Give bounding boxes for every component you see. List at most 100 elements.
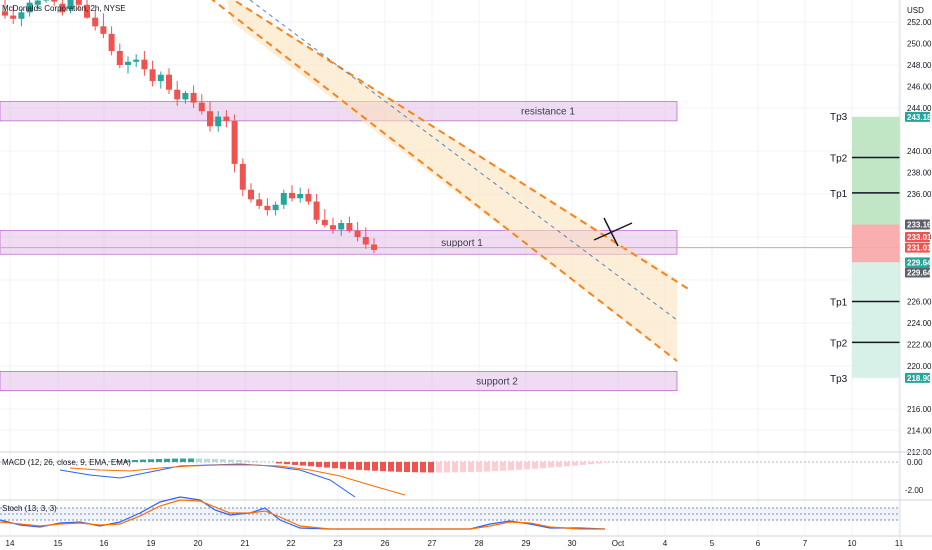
macd-bar (580, 462, 586, 465)
macd-bar (572, 462, 578, 466)
macd-bar (196, 458, 202, 462)
price-badge-text: 233.16 (907, 221, 932, 230)
macd-bar (452, 462, 458, 473)
candle-body (346, 223, 353, 231)
candle-body (108, 33, 115, 52)
macd-bar (204, 458, 210, 462)
price-badge (905, 267, 930, 278)
macd-bar (116, 460, 122, 462)
currency-label: USD (907, 6, 924, 15)
candle-body (125, 61, 131, 65)
macd-bar (468, 462, 474, 473)
zone-1 (0, 230, 678, 255)
price-badge (905, 372, 930, 383)
macd-bar (484, 462, 490, 472)
candle-body (256, 199, 263, 206)
macd-bar (164, 458, 170, 462)
macd-bar (492, 462, 498, 472)
time-tick: 6 (756, 539, 761, 548)
candle-body (354, 230, 361, 237)
candle-body (190, 92, 197, 103)
price-tick: 214.00 (907, 427, 932, 436)
tp-lower-label: Tp1 (830, 298, 848, 309)
stoch-label[interactable]: Stoch (13, 3, 3) (2, 504, 57, 513)
macd-bar (420, 462, 426, 473)
macd-signal-line (69, 464, 406, 496)
macd-bar (276, 462, 282, 464)
time-tick: 29 (522, 539, 531, 548)
candle-body (338, 223, 345, 230)
macd-bar (388, 462, 394, 472)
macd-bar (212, 458, 218, 462)
tp-upper-label: Tp1 (830, 189, 848, 200)
time-tick: 14 (6, 539, 15, 548)
price-tick: 224.00 (907, 319, 932, 328)
macd-bar (292, 462, 298, 465)
candle-body (133, 59, 140, 62)
price-tick: 226.00 (907, 298, 932, 307)
candle-body (100, 26, 107, 34)
candle-body (116, 51, 123, 65)
candle-body (362, 237, 369, 245)
time-tick: 21 (241, 539, 250, 548)
time-tick: 26 (381, 539, 390, 548)
candle-body (280, 192, 287, 205)
candle-body (149, 69, 156, 82)
channel-bottom-line (211, 0, 678, 362)
macd-tick-0: 0.00 (907, 458, 923, 467)
candle-body (264, 205, 271, 211)
time-tick: 22 (287, 539, 296, 548)
time-tick: 16 (100, 539, 109, 548)
macd-bar (124, 460, 130, 462)
candle-body (313, 201, 320, 220)
candle-body (215, 116, 222, 127)
macd-bar (404, 462, 410, 473)
macd-bar (508, 462, 514, 471)
macd-label[interactable]: MACD (12, 26, close, 9, EMA, EMA) (2, 458, 131, 467)
time-tick: 27 (428, 539, 437, 548)
tp-lower-label: Tp2 (830, 338, 848, 349)
time-tick: 20 (194, 539, 203, 548)
time-tick: Oct (612, 539, 625, 548)
macd-bar (220, 459, 226, 462)
time-tick: 28 (475, 539, 484, 548)
grid (0, 0, 900, 536)
price-badge-text: 231.01 (907, 244, 932, 253)
candle-body (174, 89, 181, 100)
candle-body (321, 219, 328, 226)
macd-bar (132, 460, 138, 462)
stop-box (852, 224, 900, 263)
zone-2 (0, 371, 678, 392)
candle-body (34, 0, 41, 5)
time-tick: 5 (710, 539, 715, 548)
macd-bar (244, 460, 250, 462)
candle-body (18, 12, 25, 19)
channel-top-line (232, 0, 691, 291)
position-boxes (852, 116, 900, 378)
price-tick: 238.00 (907, 169, 932, 178)
candle-body (231, 120, 238, 164)
macd-bar (500, 462, 506, 471)
macd-bar (364, 462, 370, 471)
macd-bar (228, 459, 234, 462)
macd-bar (460, 462, 466, 473)
macd-histogram (108, 458, 610, 473)
price-badge (905, 111, 930, 122)
macd-bar (308, 462, 314, 467)
candle-body (198, 102, 205, 112)
candle-body (289, 192, 295, 199)
macd-bar (188, 458, 194, 462)
candle-body (207, 111, 213, 127)
macd-bar (140, 459, 146, 462)
price-tick: 236.00 (907, 190, 932, 199)
macd-bar (596, 462, 602, 464)
macd-bar (156, 458, 162, 462)
stoch-pane (0, 496, 932, 530)
macd-tick-1: -2.00 (905, 486, 924, 495)
channel-fill (227, 0, 677, 361)
candle-body (157, 74, 164, 82)
profit-box-upper (852, 116, 900, 225)
price-badge-text: 229.64 (907, 268, 932, 277)
macd-bar (436, 462, 442, 473)
